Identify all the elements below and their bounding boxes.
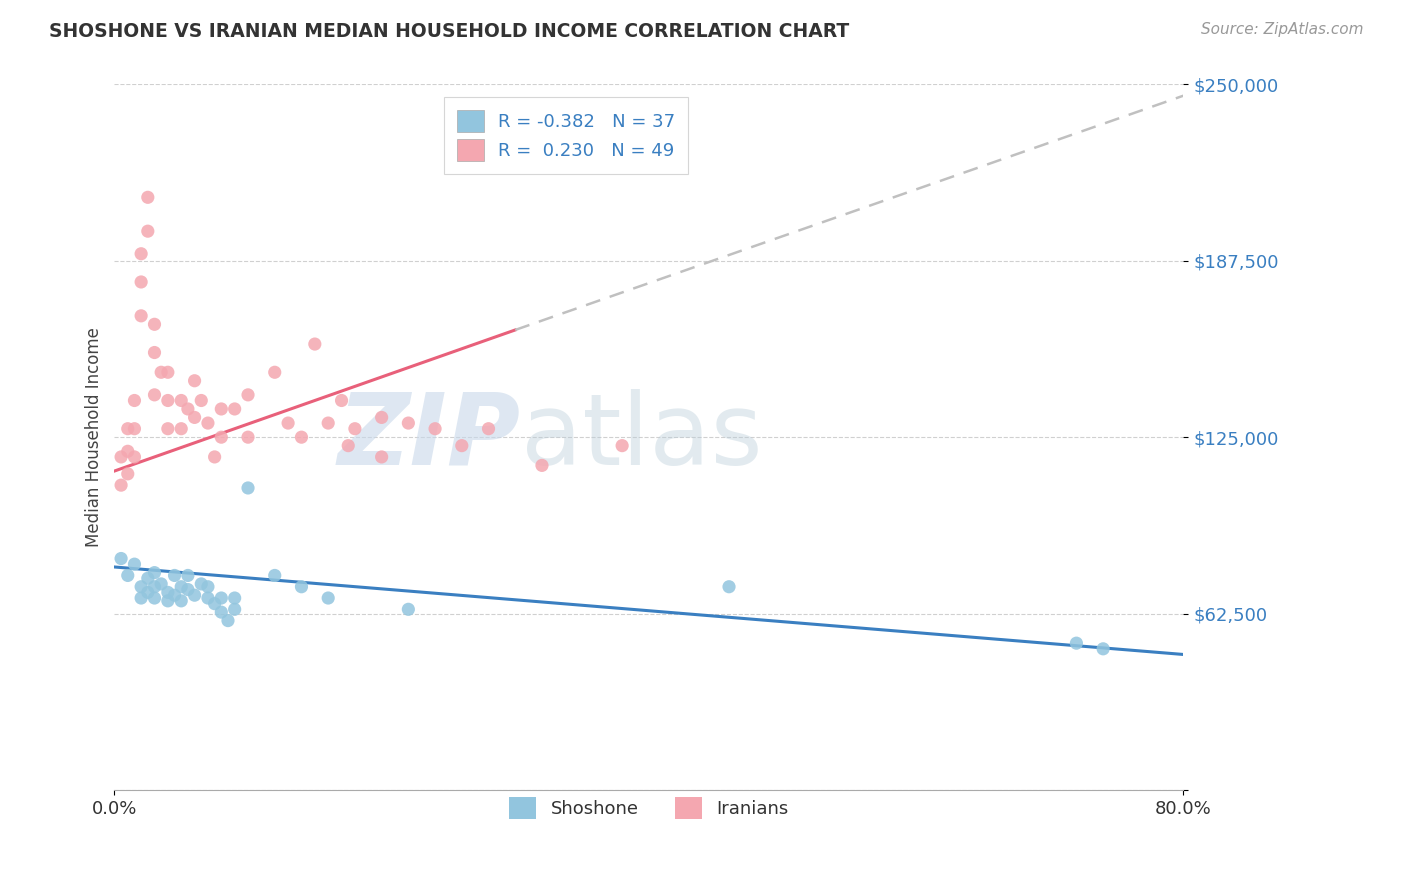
Point	[236, 481, 259, 495]
Point	[129, 275, 152, 289]
Point	[718, 580, 741, 594]
Point	[177, 401, 200, 416]
Point	[277, 416, 299, 430]
Point	[197, 416, 219, 430]
Point	[610, 439, 633, 453]
Point	[117, 467, 139, 481]
Point	[236, 430, 259, 444]
Point	[156, 393, 179, 408]
Point	[129, 580, 152, 594]
Point	[370, 410, 392, 425]
Point	[190, 577, 212, 591]
Point	[117, 444, 139, 458]
Point	[224, 602, 246, 616]
Point	[136, 224, 159, 238]
Point	[156, 585, 179, 599]
Point	[209, 605, 232, 619]
Point	[143, 566, 166, 580]
Legend: Shoshone, Iranians: Shoshone, Iranians	[495, 783, 803, 834]
Point	[110, 478, 132, 492]
Point	[330, 393, 353, 408]
Point	[530, 458, 553, 473]
Point	[224, 401, 246, 416]
Point	[209, 430, 232, 444]
Text: SHOSHONE VS IRANIAN MEDIAN HOUSEHOLD INCOME CORRELATION CHART: SHOSHONE VS IRANIAN MEDIAN HOUSEHOLD INC…	[49, 22, 849, 41]
Point	[204, 450, 226, 464]
Point	[110, 551, 132, 566]
Point	[150, 365, 173, 379]
Point	[136, 190, 159, 204]
Point	[177, 582, 200, 597]
Point	[143, 318, 166, 332]
Point	[150, 577, 173, 591]
Point	[224, 591, 246, 605]
Point	[197, 580, 219, 594]
Point	[117, 422, 139, 436]
Point	[136, 571, 159, 585]
Point	[143, 345, 166, 359]
Point	[209, 591, 232, 605]
Point	[236, 388, 259, 402]
Point	[217, 614, 239, 628]
Point	[156, 422, 179, 436]
Point	[290, 580, 312, 594]
Point	[163, 588, 186, 602]
Point	[316, 416, 339, 430]
Y-axis label: Median Household Income: Median Household Income	[86, 327, 103, 547]
Point	[290, 430, 312, 444]
Point	[343, 422, 366, 436]
Point	[170, 422, 193, 436]
Point	[304, 337, 326, 351]
Point	[124, 393, 146, 408]
Point	[170, 594, 193, 608]
Point	[129, 309, 152, 323]
Point	[423, 422, 446, 436]
Point	[117, 568, 139, 582]
Point	[396, 602, 419, 616]
Text: ZIP: ZIP	[337, 389, 520, 485]
Point	[143, 580, 166, 594]
Point	[337, 439, 360, 453]
Point	[1066, 636, 1088, 650]
Point	[1092, 641, 1115, 656]
Point	[183, 374, 205, 388]
Point	[124, 422, 146, 436]
Point	[477, 422, 499, 436]
Point	[370, 450, 392, 464]
Point	[124, 557, 146, 571]
Text: atlas: atlas	[520, 389, 762, 485]
Point	[204, 597, 226, 611]
Point	[170, 580, 193, 594]
Point	[156, 365, 179, 379]
Point	[143, 591, 166, 605]
Point	[136, 585, 159, 599]
Point	[183, 410, 205, 425]
Point	[143, 388, 166, 402]
Point	[124, 450, 146, 464]
Point	[450, 439, 472, 453]
Point	[163, 568, 186, 582]
Point	[316, 591, 339, 605]
Point	[209, 401, 232, 416]
Point	[396, 416, 419, 430]
Point	[110, 450, 132, 464]
Point	[190, 393, 212, 408]
Point	[183, 588, 205, 602]
Point	[177, 568, 200, 582]
Point	[156, 594, 179, 608]
Text: Source: ZipAtlas.com: Source: ZipAtlas.com	[1201, 22, 1364, 37]
Point	[170, 393, 193, 408]
Point	[263, 365, 285, 379]
Point	[197, 591, 219, 605]
Point	[263, 568, 285, 582]
Point	[129, 591, 152, 605]
Point	[129, 246, 152, 260]
